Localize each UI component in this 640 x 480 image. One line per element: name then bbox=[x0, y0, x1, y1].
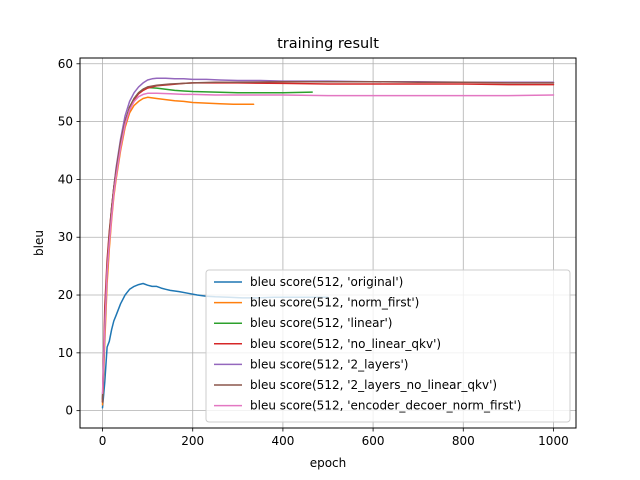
grid bbox=[80, 58, 576, 428]
y-tick-label: 10 bbox=[58, 346, 73, 360]
x-tick-label: 800 bbox=[452, 434, 475, 448]
y-tick-label: 20 bbox=[58, 288, 73, 302]
x-tick-label: 400 bbox=[271, 434, 294, 448]
series-line-7 bbox=[101, 92, 555, 395]
plot-frame bbox=[79, 57, 577, 429]
legend-label: bleu score(512, 'norm_first') bbox=[250, 296, 419, 310]
x-tick-label: 600 bbox=[362, 434, 385, 448]
series-lines bbox=[101, 77, 555, 409]
legend-label: bleu score(512, '2_layers') bbox=[250, 357, 408, 371]
legend: bleu score(512, 'original') bleu score(51… bbox=[205, 269, 571, 423]
legend-label: bleu score(512, 'encoder_decoer_norm_fir… bbox=[250, 399, 521, 413]
chart-title: training result bbox=[277, 36, 379, 52]
legend-label: bleu score(512, 'original') bbox=[250, 275, 403, 289]
y-tick-label: 40 bbox=[58, 172, 73, 186]
legend-label: bleu score(512, 'no_linear_qkv') bbox=[250, 337, 441, 351]
y-tick-label: 30 bbox=[58, 230, 73, 244]
y-axis-ticks: 0 10 20 30 40 50 60 bbox=[58, 57, 80, 418]
y-tick-label: 0 bbox=[65, 404, 73, 418]
x-tick-label: 200 bbox=[181, 434, 204, 448]
y-axis-label: bleu bbox=[32, 230, 46, 256]
x-tick-label: 0 bbox=[99, 434, 107, 448]
legend-label: bleu score(512, '2_layers_no_linear_qkv'… bbox=[250, 378, 497, 392]
y-tick-label: 50 bbox=[58, 115, 73, 129]
legend-label: bleu score(512, 'linear') bbox=[250, 316, 392, 330]
x-axis-label: epoch bbox=[310, 456, 347, 470]
legend-box bbox=[205, 269, 571, 423]
y-tick-label: 60 bbox=[58, 57, 73, 71]
x-axis-ticks: 0 200 400 600 800 1000 bbox=[99, 428, 569, 448]
x-tick-label: 1000 bbox=[538, 434, 569, 448]
